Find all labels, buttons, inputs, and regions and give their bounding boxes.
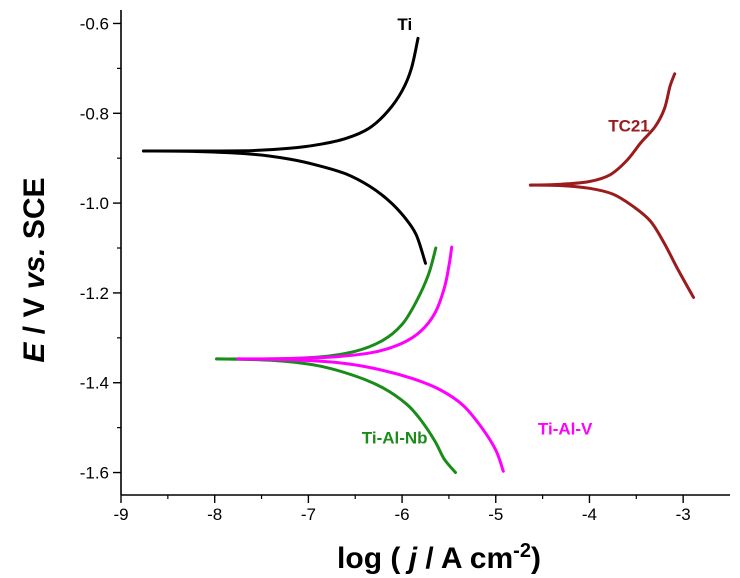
- series-label-ti-al-v: Ti-Al-V: [538, 419, 593, 438]
- series-ti-al-nb-branch-cathodic: [215, 357, 457, 474]
- x-axis-title-middle: / A cm: [417, 542, 513, 575]
- x-axis-title-suffix: ): [531, 542, 541, 575]
- series-label-ti: Ti: [397, 15, 412, 34]
- y-axis-title-e: E: [18, 342, 51, 363]
- x-axis-title-prefix: log (: [337, 542, 409, 575]
- y-tick-label: -1.4: [80, 374, 109, 393]
- y-tick-label: -1.6: [80, 464, 109, 483]
- y-tick-label: -1.2: [80, 284, 109, 303]
- y-tick-label: -0.8: [80, 104, 109, 123]
- series-label-tc21: TC21: [608, 116, 650, 135]
- x-tick-label: -6: [395, 505, 410, 524]
- y-tick-label: -0.6: [80, 14, 109, 33]
- curves: [142, 36, 695, 474]
- y-tick-label: -1.0: [80, 194, 109, 213]
- y-axis-title-suffix: SCE: [18, 177, 51, 247]
- x-tick-label: -5: [488, 505, 503, 524]
- ticks: -9 -8 -7 -6 -5 -4 -3 -0.6 -0.8 -1.0 -1.2 -1.4 -1.6: [80, 14, 691, 524]
- y-axis-title-vs: vs.: [18, 247, 51, 289]
- series-tc21-branch-anodic: [528, 72, 677, 187]
- x-tick-label: -8: [207, 505, 222, 524]
- x-tick-label: -3: [676, 505, 691, 524]
- x-axis-title-sup: -2: [513, 540, 531, 562]
- x-tick-label: -9: [113, 505, 128, 524]
- series-labels: Ti TC21 Ti-Al-Nb Ti-Al-V: [362, 15, 650, 447]
- y-axis-title-middle: / V: [18, 289, 51, 342]
- x-tick-label: -7: [301, 505, 316, 524]
- series-ti-al-v-branch-anodic: [236, 245, 454, 361]
- axes: [120, 10, 730, 496]
- series-tc21-branch-cathodic: [528, 183, 695, 299]
- x-tick-label: -4: [582, 505, 597, 524]
- x-axis-title: log ( j / A cm-2): [337, 540, 541, 575]
- series-label-ti-al-nb: Ti-Al-Nb: [362, 428, 428, 447]
- series-ti-branch-cathodic: [142, 149, 427, 265]
- y-axis-title: E / V vs. SCE: [18, 177, 51, 362]
- series-ti-al-v-branch-cathodic: [236, 357, 505, 473]
- series-ti-branch-anodic: [142, 36, 420, 153]
- x-axis-title-j: j: [405, 542, 418, 575]
